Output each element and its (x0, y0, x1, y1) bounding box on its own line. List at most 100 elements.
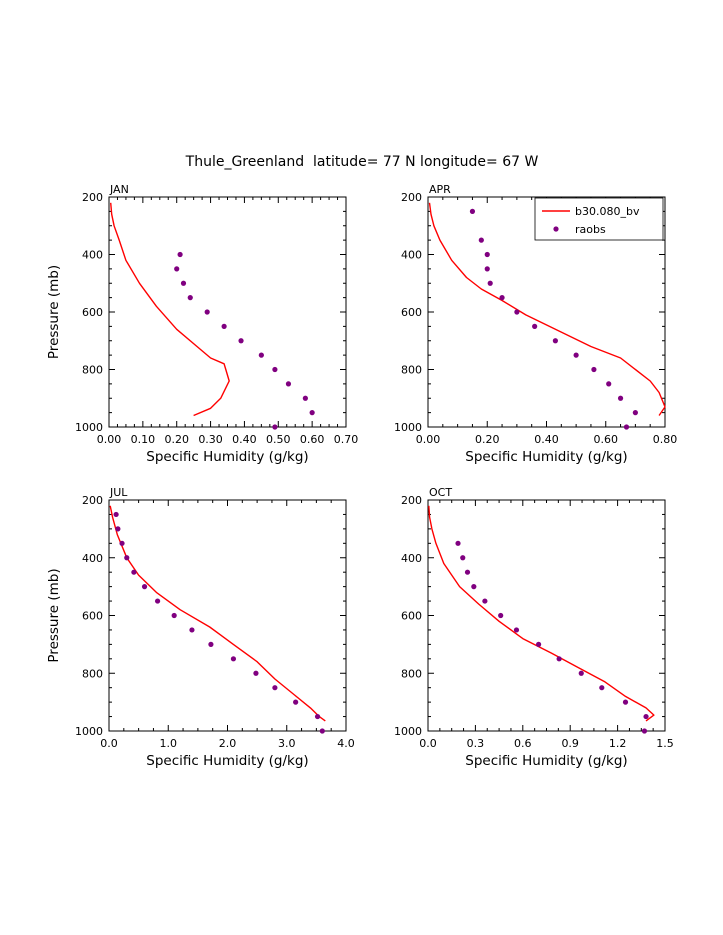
obs-point (187, 295, 193, 301)
x-axis-label: Specific Humidity (g/kg) (146, 753, 308, 769)
obs-point (189, 627, 195, 633)
x-tick-label: 0.9 (561, 737, 579, 750)
plot-frame (108, 196, 347, 428)
y-tick-label: 400 (401, 249, 422, 262)
obs-point (177, 251, 183, 258)
y-tick-label: 600 (82, 610, 103, 623)
obs-point (482, 598, 488, 604)
obs-point (253, 670, 259, 676)
obs-point (115, 526, 121, 532)
x-tick-label: 0.3 (467, 737, 485, 750)
obs-point (272, 424, 278, 430)
obs-point (204, 309, 210, 315)
y-tick-label: 600 (401, 306, 422, 319)
y-tick-label: 1000 (394, 421, 422, 434)
obs-point (484, 251, 490, 258)
obs-point (221, 323, 227, 329)
panel-jul: JUL 0.0 1.0 2.0 3.0 4.0 200 400 600 800 1000 Specif… (46, 486, 355, 769)
obs-point (319, 728, 325, 734)
obs-point (230, 656, 237, 662)
y-tick-label: 200 (401, 191, 422, 204)
x-tick-label: 0.6 (514, 737, 532, 750)
obs-point (272, 685, 278, 691)
panel-title: JAN (109, 183, 129, 196)
obs-point (552, 338, 558, 344)
y-tick-label: 800 (82, 667, 103, 680)
x-tick-label: 4.0 (337, 737, 355, 750)
panel-oct: OCT 0.0 0.3 0.6 0.9 1.2 1.5 200 400 600 800 1000 Spe… (394, 486, 674, 769)
obs-point (578, 670, 584, 676)
x-tick-label: 0.20 (164, 433, 189, 446)
panel-title: OCT (429, 486, 452, 499)
y-axis-label: Pressure (mb) (46, 265, 62, 359)
obs-point (113, 511, 119, 518)
obs-point (302, 395, 308, 401)
y-tick-label: 800 (82, 364, 103, 377)
y-tick-label: 200 (401, 494, 422, 507)
x-axis-label: Specific Humidity (g/kg) (465, 449, 627, 465)
y-tick-label: 1000 (394, 725, 422, 738)
x-tick-label: 0.80 (653, 433, 678, 446)
obs-point (573, 352, 579, 358)
obs-point (314, 713, 321, 720)
obs-point (591, 366, 597, 373)
panel-title: JUL (109, 486, 128, 499)
x-tick-label: 0.00 (97, 433, 122, 446)
obs-point (293, 699, 299, 705)
panel-jan: JAN 0.00 0.10 0.20 0.30 0.40 0.50 0.60 0.70 200 40… (46, 183, 358, 465)
obs-point (469, 208, 476, 214)
obs-point (556, 656, 562, 662)
y-tick-label: 400 (82, 249, 103, 262)
obs-point (131, 569, 137, 575)
y-tick-label: 400 (401, 552, 422, 565)
obs-point (536, 641, 542, 647)
y-tick-label: 800 (401, 667, 422, 680)
panel-apr: APR 0.00 0.20 0.40 0.60 0.80 200 400 600 800 1000 S… (394, 183, 677, 465)
y-tick-label: 200 (82, 494, 103, 507)
x-tick-label: 0.60 (300, 433, 325, 446)
y-tick-label: 400 (82, 552, 103, 565)
x-tick-label: 0.0 (100, 737, 118, 750)
x-tick-label: 0.30 (198, 433, 223, 446)
x-tick-label: 0.0 (419, 737, 437, 750)
obs-point (487, 280, 493, 286)
legend-box (534, 197, 664, 241)
y-tick-label: 800 (401, 364, 422, 377)
x-tick-label: 0.20 (475, 433, 500, 446)
obs-point (285, 381, 292, 387)
x-tick-label: 1.5 (656, 737, 674, 750)
y-tick-label: 600 (82, 306, 103, 319)
obs-point (599, 685, 605, 691)
obs-point (180, 280, 187, 286)
obs-point (532, 323, 538, 329)
obs-point (154, 598, 161, 604)
x-tick-label: 1.0 (160, 737, 178, 750)
legend-model-label: b30.080_bv (575, 205, 640, 218)
x-tick-label: 1.2 (609, 737, 627, 750)
x-axis-label: Specific Humidity (g/kg) (465, 753, 627, 769)
obs-point (622, 699, 629, 705)
x-tick-label: 2.0 (219, 737, 237, 750)
x-tick-label: 0.40 (534, 433, 559, 446)
obs-point (309, 410, 315, 416)
series-line-oct (428, 505, 655, 722)
obs-point (623, 424, 630, 430)
y-axis-label: Pressure (mb) (46, 568, 62, 662)
obs-point (272, 366, 278, 373)
y-tick-label: 200 (82, 191, 103, 204)
obs-point (174, 266, 180, 272)
obs-point (478, 237, 484, 243)
obs-point (208, 641, 214, 647)
obs-point (484, 266, 490, 272)
obs-point (513, 627, 520, 633)
obs-point (499, 295, 505, 301)
figure-title: Thule_Greenland latitude= 77 N longitude… (185, 154, 539, 170)
obs-point (641, 728, 648, 734)
y-tick-label: 600 (401, 610, 422, 623)
panels: JAN 0.00 0.10 0.20 0.30 0.40 0.50 0.60 0.70 200 40… (46, 183, 677, 769)
x-axis-label: Specific Humidity (g/kg) (146, 449, 308, 465)
plot-frame (108, 499, 347, 732)
x-tick-label: 0.50 (266, 433, 291, 446)
x-tick-label: 0.70 (334, 433, 359, 446)
